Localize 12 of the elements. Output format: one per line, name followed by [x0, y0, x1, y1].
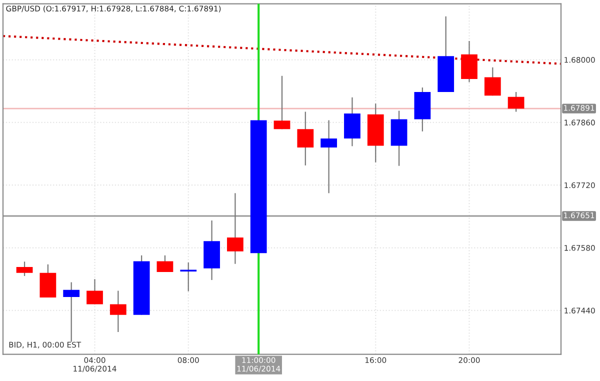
candlestick [156, 254, 174, 273]
candlestick [297, 111, 314, 166]
candlestick [508, 91, 524, 112]
candlestick [226, 192, 244, 264]
candlestick [484, 66, 501, 96]
candlestick [63, 282, 80, 342]
candlestick [110, 290, 126, 332]
candlestick [86, 278, 103, 305]
candlestick [320, 120, 338, 194]
candlestick [274, 75, 290, 130]
candlestick [180, 262, 197, 292]
candlestick [16, 261, 33, 277]
